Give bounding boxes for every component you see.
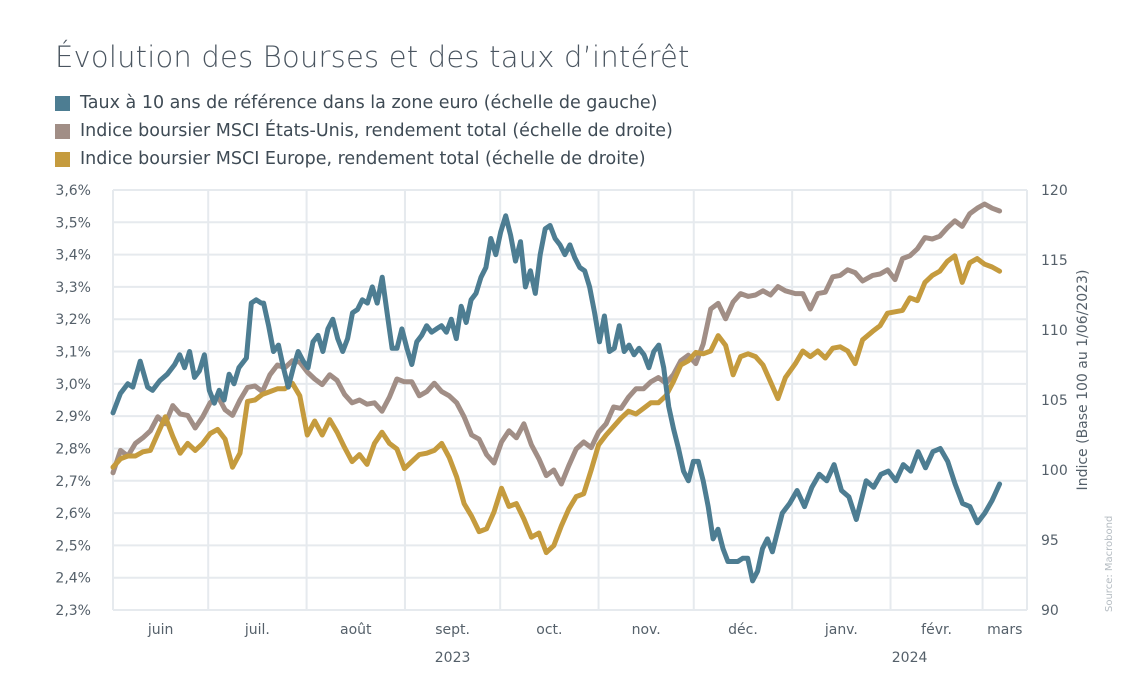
y-right-tick: 105	[1041, 393, 1068, 409]
x-year-label: 2024	[892, 650, 928, 666]
legend: Taux à 10 ans de référence dans la zone …	[55, 89, 673, 173]
y-left-tick: 2,7%	[55, 474, 91, 490]
legend-item-msci-usa: Indice boursier MSCI États-Unis, rendeme…	[55, 117, 673, 145]
y-left-tick: 2,6%	[55, 506, 91, 522]
x-month-label: janv.	[824, 622, 858, 638]
y-left-tick: 3,5%	[55, 215, 91, 231]
y-left-tick: 2,4%	[55, 571, 91, 587]
legend-swatch-taux	[55, 95, 70, 111]
series-line-msci-europe	[110, 253, 1003, 556]
series-line-msci-usa	[110, 201, 1003, 487]
x-month-label: mars	[987, 622, 1022, 638]
legend-label-msci-usa: Indice boursier MSCI États-Unis, rendeme…	[80, 121, 673, 141]
x-month-label: juil.	[244, 622, 270, 638]
legend-swatch-msci-usa	[55, 123, 70, 139]
y-right-tick: 115	[1041, 253, 1068, 269]
x-month-label: sept.	[435, 622, 470, 638]
y-right-tick: 120	[1041, 183, 1068, 199]
x-month-label: févr.	[921, 622, 952, 638]
chart-title: Évolution des Bourses et des taux d’inté…	[55, 40, 690, 74]
x-month-label: août	[340, 622, 372, 638]
y-left-tick: 2,9%	[55, 409, 91, 425]
x-month-label: déc.	[728, 622, 758, 638]
series-line-taux	[110, 213, 1003, 584]
y-right-axis-title: Indice (Base 100 au 1/06/2023)	[1075, 270, 1091, 491]
y-right-tick: 110	[1041, 323, 1068, 339]
y-left-tick: 2,3%	[55, 603, 91, 619]
source-note: Source: Macrobond	[1104, 515, 1115, 612]
y-right-tick: 95	[1041, 533, 1059, 549]
x-year-label: 2023	[435, 650, 471, 666]
series-lines	[110, 201, 1003, 584]
x-month-label: juin	[147, 622, 174, 638]
y-right-tick: 100	[1041, 463, 1068, 479]
grid	[112, 189, 1028, 611]
y-left-tick: 3,1%	[55, 345, 91, 361]
y-left-tick: 3,6%	[55, 183, 91, 199]
axes: 2,3% 2,4% 2,5% 2,6% 2,7% 2,8% 2,9% 3,0% 3,1% 3,2%…	[55, 183, 1091, 666]
y-left-tick: 3,0%	[55, 377, 91, 393]
y-left-tick: 3,3%	[55, 280, 91, 296]
legend-swatch-msci-europe	[55, 151, 70, 167]
legend-item-msci-europe: Indice boursier MSCI Europe, rendement t…	[55, 145, 673, 173]
x-month-label: oct.	[536, 622, 562, 638]
y-right-tick: 90	[1041, 603, 1059, 619]
y-left-tick: 2,8%	[55, 441, 91, 457]
legend-label-msci-europe: Indice boursier MSCI Europe, rendement t…	[80, 149, 646, 169]
legend-item-taux: Taux à 10 ans de référence dans la zone …	[55, 89, 673, 117]
legend-label-taux: Taux à 10 ans de référence dans la zone …	[80, 93, 658, 113]
y-left-tick: 3,4%	[55, 248, 91, 264]
y-left-tick: 3,2%	[55, 312, 91, 328]
x-month-label: nov.	[632, 622, 661, 638]
y-left-tick: 2,5%	[55, 538, 91, 554]
